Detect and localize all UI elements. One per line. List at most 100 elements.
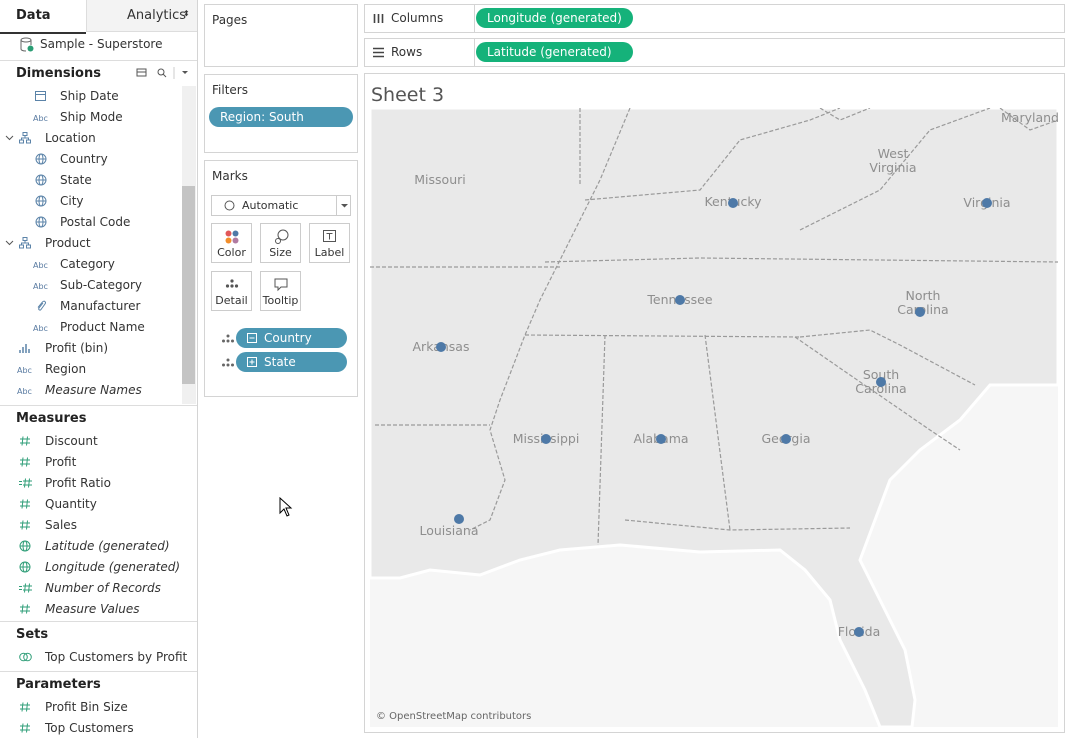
field[interactable]: Number of Records xyxy=(0,578,182,599)
field-type-icon xyxy=(19,561,31,573)
scrollbar[interactable] xyxy=(182,86,196,404)
field-name: Top Customers xyxy=(45,718,134,739)
tooltip-button[interactable]: Tooltip xyxy=(260,271,301,311)
field-name: State xyxy=(60,170,92,191)
field[interactable]: Top Customers by Profit xyxy=(0,647,182,668)
marks-pill[interactable]: Country xyxy=(236,328,347,348)
map-label: Louisiana xyxy=(419,524,478,538)
button-label: Size xyxy=(261,246,300,259)
field[interactable]: Profit Bin Size xyxy=(0,697,182,718)
map-point[interactable] xyxy=(454,514,464,524)
data-pane: Data Analytics⬍ Sample - Superstore Dime… xyxy=(0,0,198,738)
field[interactable]: Sales xyxy=(0,515,182,536)
field[interactable]: Latitude (generated) xyxy=(0,536,182,557)
rows-pill[interactable]: Latitude (generated) xyxy=(476,42,633,62)
section-title: Sets xyxy=(16,627,48,642)
map-point[interactable] xyxy=(854,627,864,637)
pill-label: Country xyxy=(264,331,312,345)
label-button[interactable]: Label xyxy=(309,223,350,263)
field-type-icon xyxy=(19,456,31,468)
scroll-thumb[interactable] xyxy=(182,186,195,384)
field[interactable]: Location xyxy=(0,128,182,149)
field[interactable]: AbcShip Mode xyxy=(0,107,182,128)
field-type-icon: Abc xyxy=(17,381,32,402)
field[interactable]: Profit xyxy=(0,452,182,473)
field[interactable]: Profit (bin) xyxy=(0,338,182,359)
field-name: Product Name xyxy=(60,317,145,338)
detail-button[interactable]: Detail xyxy=(211,271,252,311)
field-type-icon: Abc xyxy=(33,318,48,339)
pill-label: State xyxy=(264,355,296,369)
field[interactable]: Ship Date xyxy=(0,86,182,107)
section-title: Dimensions xyxy=(16,66,101,81)
dropdown-arrow xyxy=(336,196,352,215)
section-tools[interactable] xyxy=(136,67,196,79)
field-name: Profit xyxy=(45,452,76,473)
size-button[interactable]: Size xyxy=(260,223,301,263)
field[interactable]: Measure Values xyxy=(0,599,182,620)
map-point[interactable] xyxy=(876,377,886,387)
field-name: Manufacturer xyxy=(60,296,140,317)
field-type-icon xyxy=(35,216,47,228)
divider xyxy=(0,671,197,672)
divider xyxy=(0,60,197,61)
map-point[interactable] xyxy=(728,198,738,208)
field[interactable]: AbcRegion xyxy=(0,359,182,380)
field-type-icon xyxy=(19,603,31,615)
field-type-icon xyxy=(19,477,33,489)
field[interactable]: Longitude (generated) xyxy=(0,557,182,578)
mark-type-dropdown[interactable]: Automatic xyxy=(211,195,351,216)
field-type-icon xyxy=(19,342,31,354)
field-name: Latitude (generated) xyxy=(45,536,170,557)
field[interactable]: Discount xyxy=(0,431,182,452)
field-type-icon xyxy=(19,540,31,552)
detail-icon xyxy=(221,333,235,345)
field-name: Longitude (generated) xyxy=(45,557,180,578)
field[interactable]: Product xyxy=(0,233,182,254)
field-type-icon xyxy=(19,498,31,510)
rows-shelf: Rows Latitude (generated) xyxy=(364,38,1065,67)
field[interactable]: Top Customers xyxy=(0,718,182,739)
field[interactable]: AbcSub-Category xyxy=(0,275,182,296)
map-point[interactable] xyxy=(781,434,791,444)
field-type-icon xyxy=(19,651,32,663)
field-name: Ship Date xyxy=(60,86,119,107)
map-point[interactable] xyxy=(982,198,992,208)
shelf-title: Columns xyxy=(391,11,443,25)
marks-pill[interactable]: State xyxy=(236,352,347,372)
field[interactable]: AbcCategory xyxy=(0,254,182,275)
field[interactable]: State xyxy=(0,170,182,191)
divider xyxy=(0,405,197,406)
filter-pill[interactable]: Region: South xyxy=(209,107,353,127)
datasource-name[interactable]: Sample - Superstore xyxy=(40,37,162,51)
field[interactable]: Postal Code xyxy=(0,212,182,233)
analytics-tab[interactable]: Analytics⬍ xyxy=(86,0,197,32)
detail-icon xyxy=(221,357,235,369)
field[interactable]: Quantity xyxy=(0,494,182,515)
color-button[interactable]: Color xyxy=(211,223,252,263)
map-point[interactable] xyxy=(541,434,551,444)
map-label: West Virginia xyxy=(853,147,933,175)
field[interactable]: Manufacturer xyxy=(0,296,182,317)
data-tab[interactable]: Data xyxy=(0,0,86,34)
tab-label: Data xyxy=(16,8,51,23)
field-type-icon xyxy=(19,722,31,734)
field[interactable]: Country xyxy=(0,149,182,170)
divider xyxy=(0,621,197,622)
field-type-icon xyxy=(19,519,31,531)
field[interactable]: City xyxy=(0,191,182,212)
map-point[interactable] xyxy=(436,342,446,352)
field-type-icon xyxy=(35,174,47,186)
field-name: Profit Bin Size xyxy=(45,697,128,718)
field[interactable]: Profit Ratio xyxy=(0,473,182,494)
map-point[interactable] xyxy=(656,434,666,444)
columns-pill[interactable]: Longitude (generated) xyxy=(476,8,633,28)
field-name: Profit Ratio xyxy=(45,473,111,494)
map-point[interactable] xyxy=(915,307,925,317)
field[interactable]: AbcMeasure Names xyxy=(0,380,182,401)
mark-type-icon xyxy=(224,200,235,211)
button-label: Label xyxy=(310,246,349,259)
map-point[interactable] xyxy=(675,295,685,305)
filters-card: Filters Region: South xyxy=(204,74,358,153)
field[interactable]: Abc Product Name xyxy=(0,317,182,338)
